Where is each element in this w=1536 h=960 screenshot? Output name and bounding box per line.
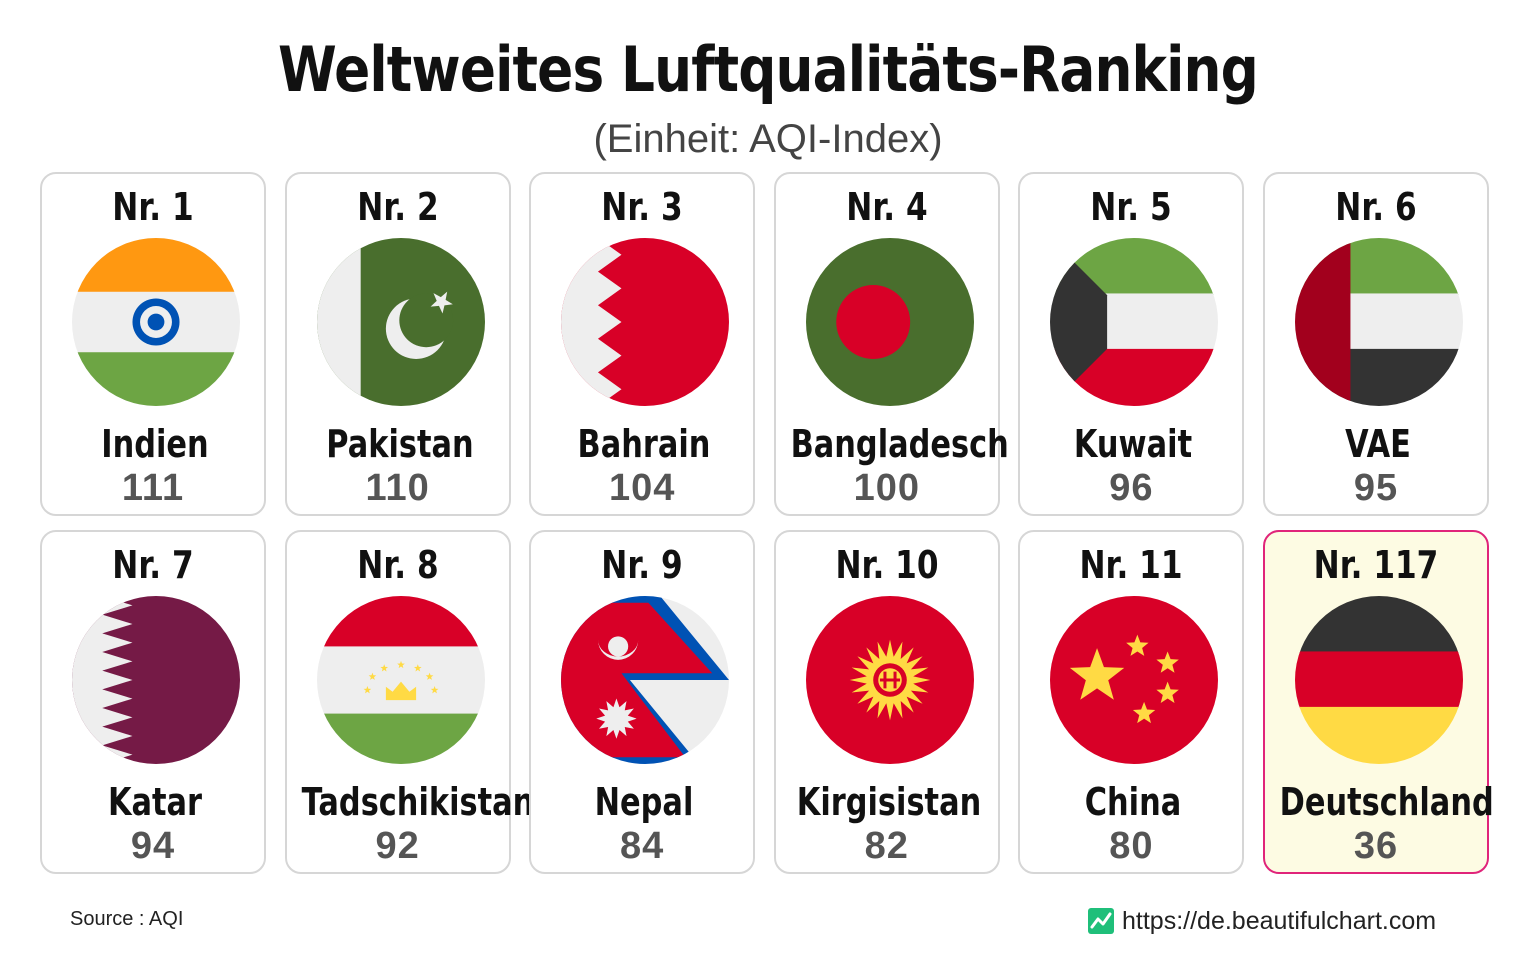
ranking-card: Nr. 3 Bahrain 104 bbox=[529, 172, 756, 516]
chart-logo-icon bbox=[1088, 908, 1114, 934]
country-name: Nepal bbox=[594, 780, 694, 824]
rank-label: Nr. 11 bbox=[1079, 543, 1183, 587]
ranking-card: Nr. 1 Indien 111 bbox=[40, 172, 266, 516]
rank-label: Nr. 7 bbox=[112, 543, 194, 587]
country-name: Bangladesch bbox=[790, 422, 1009, 466]
aqi-value: 111 bbox=[121, 467, 185, 509]
rank-label: Nr. 5 bbox=[1090, 185, 1173, 229]
bangladesh-flag-icon bbox=[805, 238, 974, 406]
ranking-card: Nr. 10 Kirgisistan 82 bbox=[773, 530, 1000, 874]
source-note: Source : AQI bbox=[70, 908, 184, 930]
rank-label: Nr. 8 bbox=[356, 543, 439, 587]
website-link[interactable]: https://de.beautifulchart.com bbox=[1088, 904, 1436, 938]
aqi-value: 96 bbox=[1109, 467, 1154, 509]
ranking-card: Nr. 2 Pakistan 110 bbox=[284, 172, 511, 516]
qatar-flag-icon bbox=[72, 596, 240, 764]
tajikistan-flag-icon bbox=[316, 596, 485, 764]
germany-flag-icon bbox=[1295, 596, 1463, 764]
ranking-card: Nr. 5 Kuwait 96 bbox=[1018, 172, 1245, 516]
aqi-value: 100 bbox=[853, 467, 920, 509]
aqi-value: 94 bbox=[130, 825, 176, 867]
aqi-value: 84 bbox=[620, 825, 665, 867]
aqi-value: 110 bbox=[365, 467, 430, 509]
rank-label: Nr. 2 bbox=[356, 185, 439, 229]
country-name: Tadschikistan bbox=[301, 780, 534, 824]
china-flag-icon bbox=[1050, 596, 1219, 764]
rank-label: Nr. 3 bbox=[601, 185, 683, 229]
country-name: Bahrain bbox=[577, 422, 711, 466]
country-name: Pakistan bbox=[325, 422, 474, 466]
ranking-card: Nr. 7 Katar 94 bbox=[40, 530, 266, 874]
rank-label: Nr. 4 bbox=[846, 185, 928, 229]
ranking-card: Nr. 6 VAE 95 bbox=[1263, 172, 1489, 516]
nepal-flag-icon bbox=[561, 596, 730, 764]
aqi-value: 104 bbox=[608, 467, 676, 509]
ranking-grid: Nr. 1 Indien 111 Nr. 2 Pakistan 110 Nr. 3 Bahra… bbox=[40, 172, 1496, 882]
rank-label: Nr. 9 bbox=[601, 543, 683, 587]
rank-label: Nr. 6 bbox=[1335, 185, 1417, 229]
aqi-value: 80 bbox=[1109, 825, 1154, 867]
country-name: Kuwait bbox=[1074, 422, 1193, 466]
rank-label: Nr. 10 bbox=[835, 543, 939, 587]
country-name: VAE bbox=[1345, 422, 1411, 466]
country-name: China bbox=[1085, 780, 1182, 824]
aqi-value: 36 bbox=[1353, 825, 1399, 867]
ranking-card: Nr. 9 Nepal 84 bbox=[529, 530, 756, 874]
uae-flag-icon bbox=[1295, 238, 1463, 406]
aqi-value: 92 bbox=[375, 825, 420, 867]
rank-label: Nr. 1 bbox=[112, 185, 194, 229]
aqi-value: 82 bbox=[864, 825, 909, 867]
pakistan-flag-icon bbox=[316, 238, 485, 406]
country-name: Deutschland bbox=[1279, 780, 1494, 824]
ranking-card: Nr. 117 Deutschland 36 bbox=[1263, 530, 1494, 874]
ranking-card: Nr. 11 China 80 bbox=[1018, 530, 1245, 874]
india-flag-icon bbox=[72, 238, 240, 406]
chart-title: Weltweites Luftqualitäts-Ranking bbox=[278, 33, 1259, 106]
bahrain-flag-icon bbox=[561, 238, 730, 406]
ranking-card: Nr. 4 Bangladesch 100 bbox=[773, 172, 1009, 516]
aqi-value: 95 bbox=[1353, 467, 1399, 509]
ranking-card: Nr. 8 Tadschikistan 92 bbox=[284, 530, 534, 874]
country-name: Kirgisistan bbox=[796, 780, 982, 824]
country-name: Indien bbox=[101, 422, 209, 466]
kuwait-flag-icon bbox=[1050, 238, 1219, 406]
kyrgyzstan-flag-icon bbox=[805, 596, 974, 764]
chart-subtitle: (Einheit: AQI-Index) bbox=[593, 117, 943, 161]
rank-label: Nr. 117 bbox=[1313, 543, 1439, 587]
website-url: https://de.beautifulchart.com bbox=[1122, 906, 1437, 935]
country-name: Katar bbox=[107, 780, 203, 824]
